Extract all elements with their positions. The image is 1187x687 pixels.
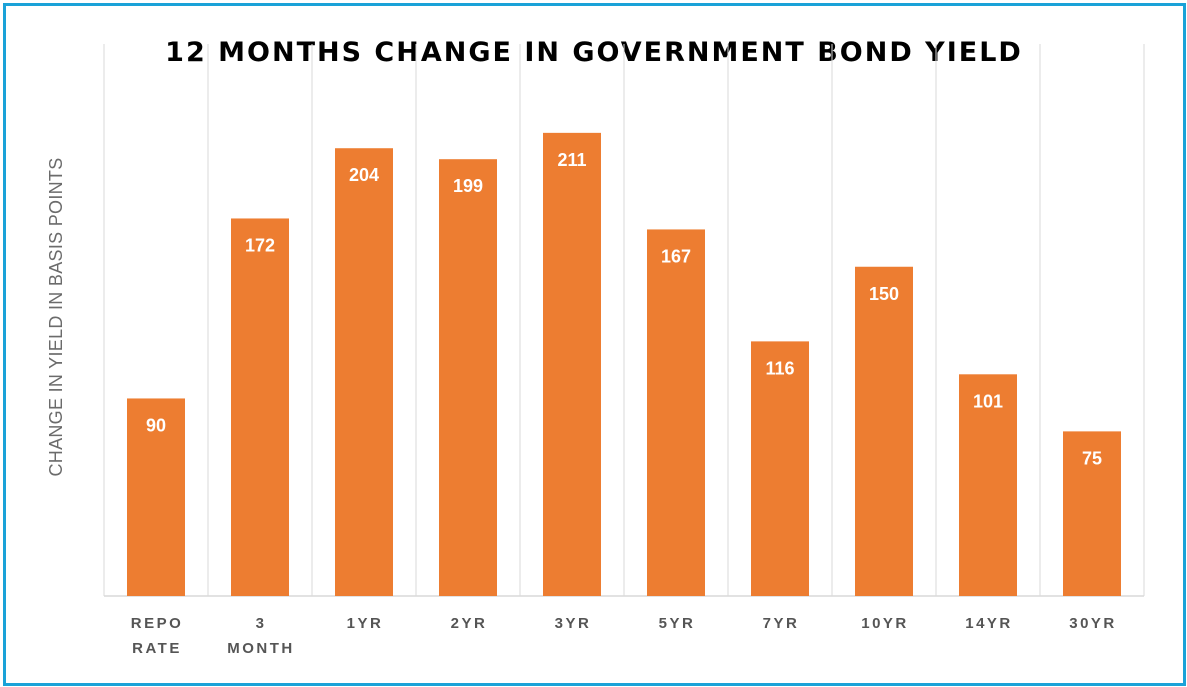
gridlines — [103, 44, 1145, 596]
bar — [647, 229, 705, 596]
data-label: 116 — [765, 358, 794, 378]
bar — [439, 159, 497, 596]
bar — [543, 132, 601, 597]
y-axis-label: CHANGE IN YIELD IN BASIS POINTS — [46, 157, 66, 476]
data-label: 204 — [349, 165, 379, 185]
data-label: 199 — [453, 176, 483, 196]
bar — [751, 341, 809, 596]
data-labels: 90 172 204 199 211 167 116 150 101 75 — [146, 150, 1102, 469]
x-tick-label: 2YR — [451, 615, 488, 632]
x-tick-label: 30YR — [1069, 615, 1117, 632]
x-tick-labels: REPO RATE 3 MONTH 1YR 2YR 3YR 5YR 7YR 10YR 14YR 30Y… — [131, 615, 1117, 657]
data-label: 101 — [973, 391, 1003, 411]
x-tick-label: MONTH — [227, 640, 295, 657]
data-label: 150 — [869, 284, 899, 304]
chart-title: 12 MONTHS CHANGE IN GOVERNMENT BOND YIEL… — [165, 37, 1023, 68]
data-label: 167 — [661, 246, 691, 266]
x-tick-label: RATE — [132, 640, 182, 657]
bar — [959, 374, 1017, 596]
bar — [335, 148, 393, 596]
bar — [231, 218, 289, 596]
x-tick-label: 3YR — [555, 615, 592, 632]
x-tick-label: 5YR — [659, 615, 696, 632]
x-tick-label: 7YR — [763, 615, 800, 632]
data-label: 172 — [245, 235, 275, 255]
bar — [855, 266, 913, 596]
data-label: 90 — [146, 415, 166, 435]
x-tick-label: 3 — [256, 615, 267, 632]
data-label: 211 — [557, 150, 586, 170]
bar-series — [127, 132, 1121, 597]
x-tick-label: 10YR — [861, 615, 909, 632]
x-tick-label: 1YR — [347, 615, 384, 632]
bar — [127, 398, 185, 596]
data-label: 75 — [1082, 448, 1102, 468]
x-tick-label: REPO — [131, 615, 184, 632]
bar — [1063, 431, 1121, 596]
x-tick-label: 14YR — [965, 615, 1013, 632]
